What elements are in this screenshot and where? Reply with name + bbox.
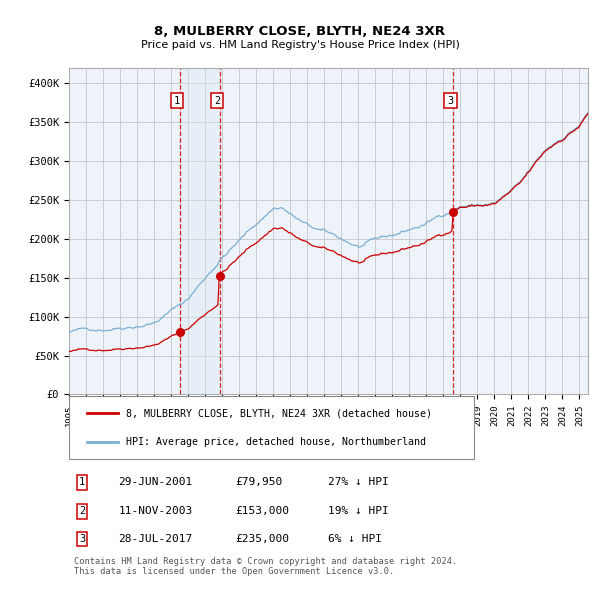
Text: HPI: Average price, detached house, Northumberland: HPI: Average price, detached house, Nort…	[126, 437, 426, 447]
Text: 3: 3	[448, 96, 454, 106]
Text: 29-JUN-2001: 29-JUN-2001	[118, 477, 193, 487]
Text: 8, MULBERRY CLOSE, BLYTH, NE24 3XR: 8, MULBERRY CLOSE, BLYTH, NE24 3XR	[155, 25, 445, 38]
Text: 11-NOV-2003: 11-NOV-2003	[118, 506, 193, 516]
Text: 1: 1	[79, 477, 85, 487]
Text: 19% ↓ HPI: 19% ↓ HPI	[329, 506, 389, 516]
Text: 28-JUL-2017: 28-JUL-2017	[118, 534, 193, 544]
Text: 27% ↓ HPI: 27% ↓ HPI	[329, 477, 389, 487]
Bar	[179, 68, 220, 395]
Text: 3: 3	[79, 534, 85, 544]
Text: £79,950: £79,950	[235, 477, 283, 487]
Text: £153,000: £153,000	[235, 506, 289, 516]
Text: 1: 1	[174, 96, 180, 106]
Text: 8, MULBERRY CLOSE, BLYTH, NE24 3XR (detached house): 8, MULBERRY CLOSE, BLYTH, NE24 3XR (deta…	[126, 408, 432, 418]
Text: 6% ↓ HPI: 6% ↓ HPI	[329, 534, 383, 544]
Text: Contains HM Land Registry data © Crown copyright and database right 2024.
This d: Contains HM Land Registry data © Crown c…	[74, 557, 457, 576]
Text: £235,000: £235,000	[235, 534, 289, 544]
Text: Price paid vs. HM Land Registry's House Price Index (HPI): Price paid vs. HM Land Registry's House …	[140, 40, 460, 50]
FancyBboxPatch shape	[69, 396, 474, 458]
Text: 2: 2	[214, 96, 220, 106]
Text: 2: 2	[79, 506, 85, 516]
